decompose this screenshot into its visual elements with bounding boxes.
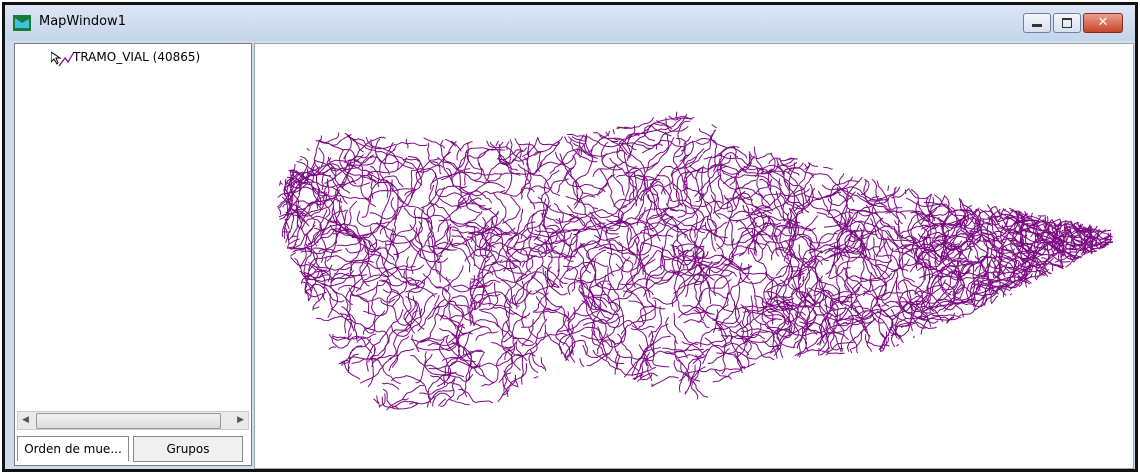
map-canvas — [276, 111, 1114, 411]
maximize-button[interactable] — [1053, 13, 1081, 33]
scroll-thumb[interactable] — [36, 413, 221, 429]
road-network — [276, 111, 1114, 411]
title-bar: MapWindow1 ✕ — [5, 5, 1135, 41]
legend-panel: TRAMO_VIAL (40865) ◀ ▶ Orden de mue... G… — [14, 43, 252, 466]
map-view — [254, 43, 1134, 469]
layer-icons — [51, 51, 75, 67]
window-title: MapWindow1 — [39, 14, 126, 29]
layer-name[interactable]: TRAMO_VIAL (40865) — [73, 50, 201, 64]
horizontal-scrollbar[interactable]: ◀ ▶ — [17, 411, 249, 430]
tab[interactable]: Grupos — [133, 436, 243, 462]
tab[interactable]: Orden de mue... — [17, 436, 129, 461]
window-icon — [13, 15, 31, 31]
close-button[interactable]: ✕ — [1083, 13, 1123, 33]
minimize-button[interactable] — [1023, 13, 1051, 33]
